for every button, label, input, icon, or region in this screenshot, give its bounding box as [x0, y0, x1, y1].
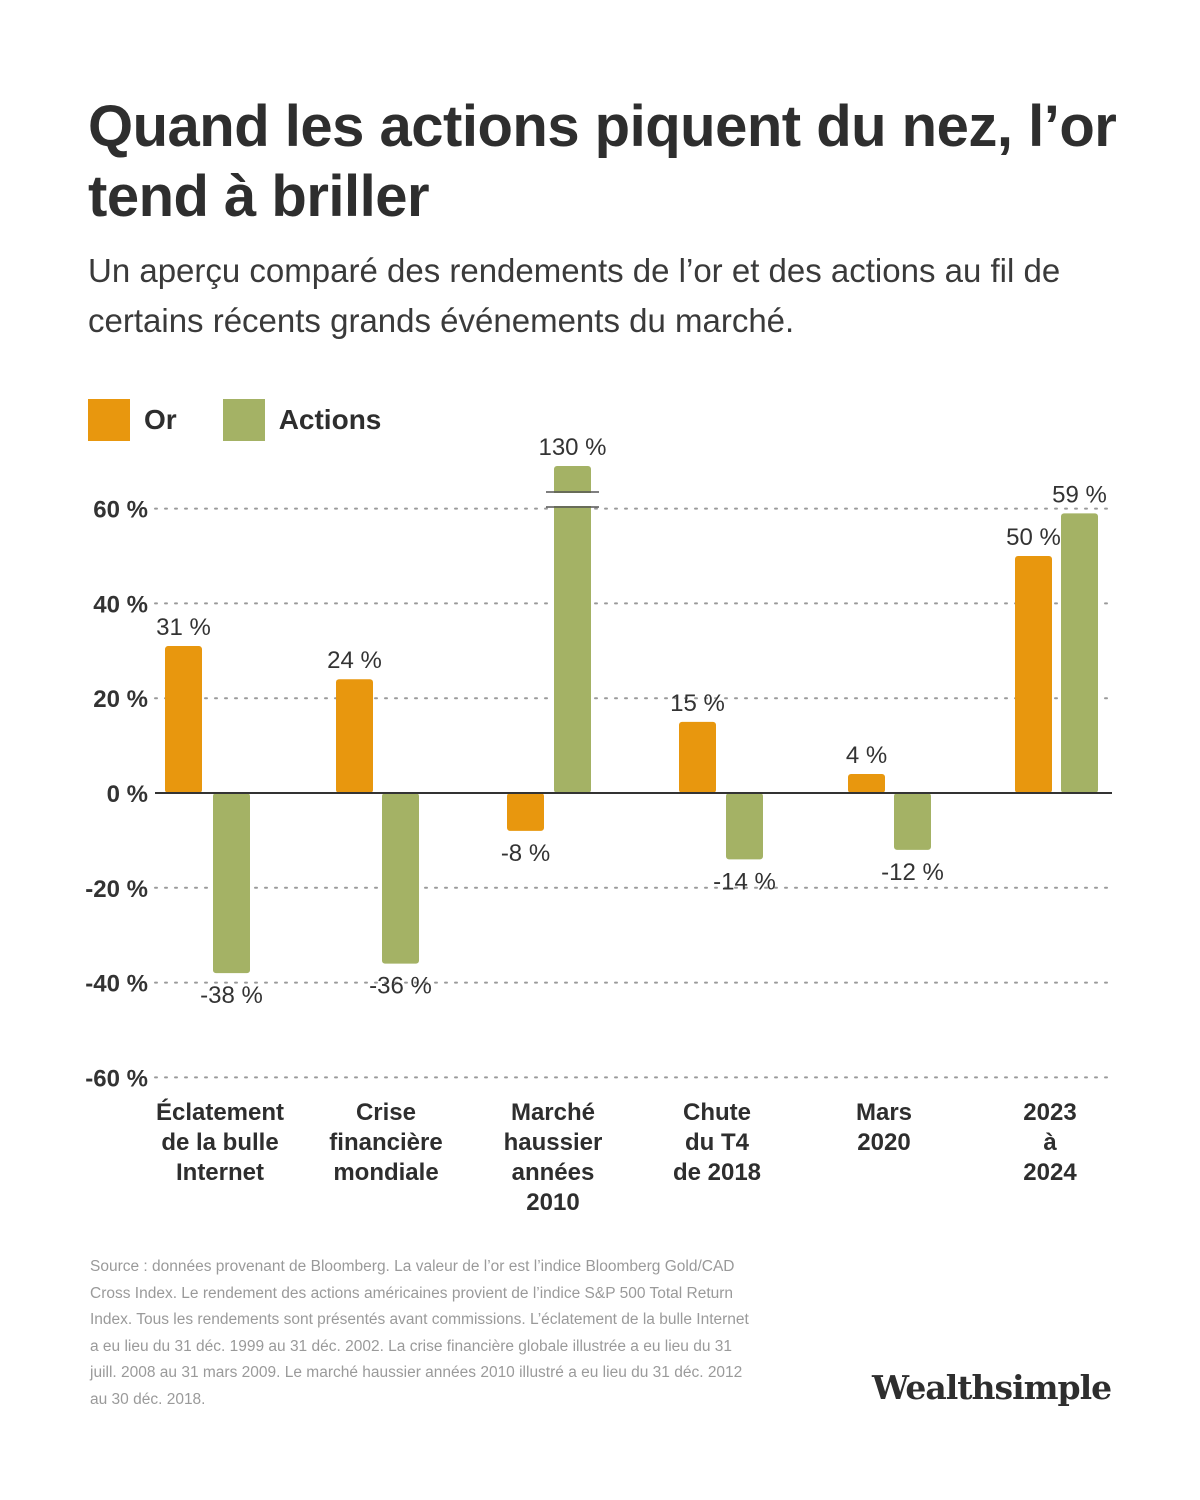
data-label-stocks: 59 % [1052, 481, 1107, 508]
axis-break-gap [546, 493, 599, 506]
y-tick-label: -40 % [85, 971, 148, 998]
legend-swatch-gold [88, 399, 130, 441]
category-label: Marché [511, 1099, 595, 1126]
data-label-stocks: -38 % [200, 982, 263, 1009]
y-tick-label: -60 % [85, 1065, 148, 1092]
data-label-gold: 24 % [327, 647, 382, 674]
data-label-gold: 15 % [670, 690, 725, 717]
category-label: 2024 [1023, 1159, 1077, 1186]
category-label: de la bulle [161, 1129, 278, 1156]
data-label-stocks: -36 % [369, 973, 432, 1000]
category-label: mondiale [333, 1159, 438, 1186]
category-label: à [1043, 1129, 1057, 1156]
data-label-stocks: -12 % [881, 859, 944, 886]
category-label: Chute [683, 1099, 751, 1126]
bar-gold [679, 721, 716, 793]
bar-gold [848, 774, 885, 793]
bar-stocks [213, 793, 250, 974]
data-label-gold: -8 % [501, 840, 550, 867]
data-label-stocks: 130 % [538, 434, 606, 461]
chart-subtitle: Un aperçu comparé des rendements de l’or… [88, 252, 1061, 339]
bar-stocks [382, 793, 419, 964]
data-label-stocks: -14 % [713, 868, 776, 895]
data-label-gold: 31 % [156, 614, 211, 641]
y-tick-label: -20 % [85, 876, 148, 903]
category-label: Mars [856, 1099, 912, 1126]
bar-stocks [554, 466, 591, 793]
legend: Or Actions [88, 399, 427, 441]
legend-item-gold: Or [88, 399, 177, 441]
category-label: Internet [176, 1159, 264, 1186]
bar-stocks [894, 793, 931, 850]
y-tick-label: 60 % [93, 497, 148, 524]
category-label: Crise [356, 1099, 416, 1126]
bar-chart: 60 % 40 % 20 % 0 % -20 % -40 % -60 % 31 % 24 % -8… [85, 434, 1113, 1216]
bar-gold [1015, 556, 1052, 793]
category-label: 2020 [857, 1129, 910, 1156]
category-label: Éclatement [156, 1098, 284, 1126]
category-label: 2023 [1023, 1099, 1076, 1126]
category-label: haussier [504, 1129, 603, 1156]
bar-gold [507, 793, 544, 831]
brand-logo: Wealthsimple [872, 1368, 1112, 1407]
y-tick-label: 20 % [93, 686, 148, 713]
legend-swatch-stocks [222, 399, 265, 441]
category-label: de 2018 [673, 1159, 761, 1186]
data-label-gold: 50 % [1006, 524, 1061, 551]
legend-label-gold: Or [144, 404, 177, 435]
data-label-gold: 4 % [846, 742, 887, 769]
bar-stocks [726, 793, 763, 860]
category-label: financière [329, 1129, 442, 1156]
source-footnote: Source : données provenant de Bloomberg.… [90, 1258, 749, 1408]
chart-title: Quand les actions piquent du nez, l’or t… [88, 94, 1117, 229]
bar-gold [165, 646, 202, 793]
y-tick-label: 0 % [107, 781, 148, 808]
bar-gold [336, 679, 373, 793]
y-tick-label: 40 % [93, 591, 148, 618]
bar-stocks [1061, 513, 1098, 793]
legend-label-stocks: Actions [278, 404, 382, 435]
category-label: 2010 [526, 1189, 579, 1216]
legend-item-stocks: Actions [222, 399, 382, 441]
category-label: années [512, 1159, 595, 1186]
category-label: du T4 [685, 1129, 750, 1156]
